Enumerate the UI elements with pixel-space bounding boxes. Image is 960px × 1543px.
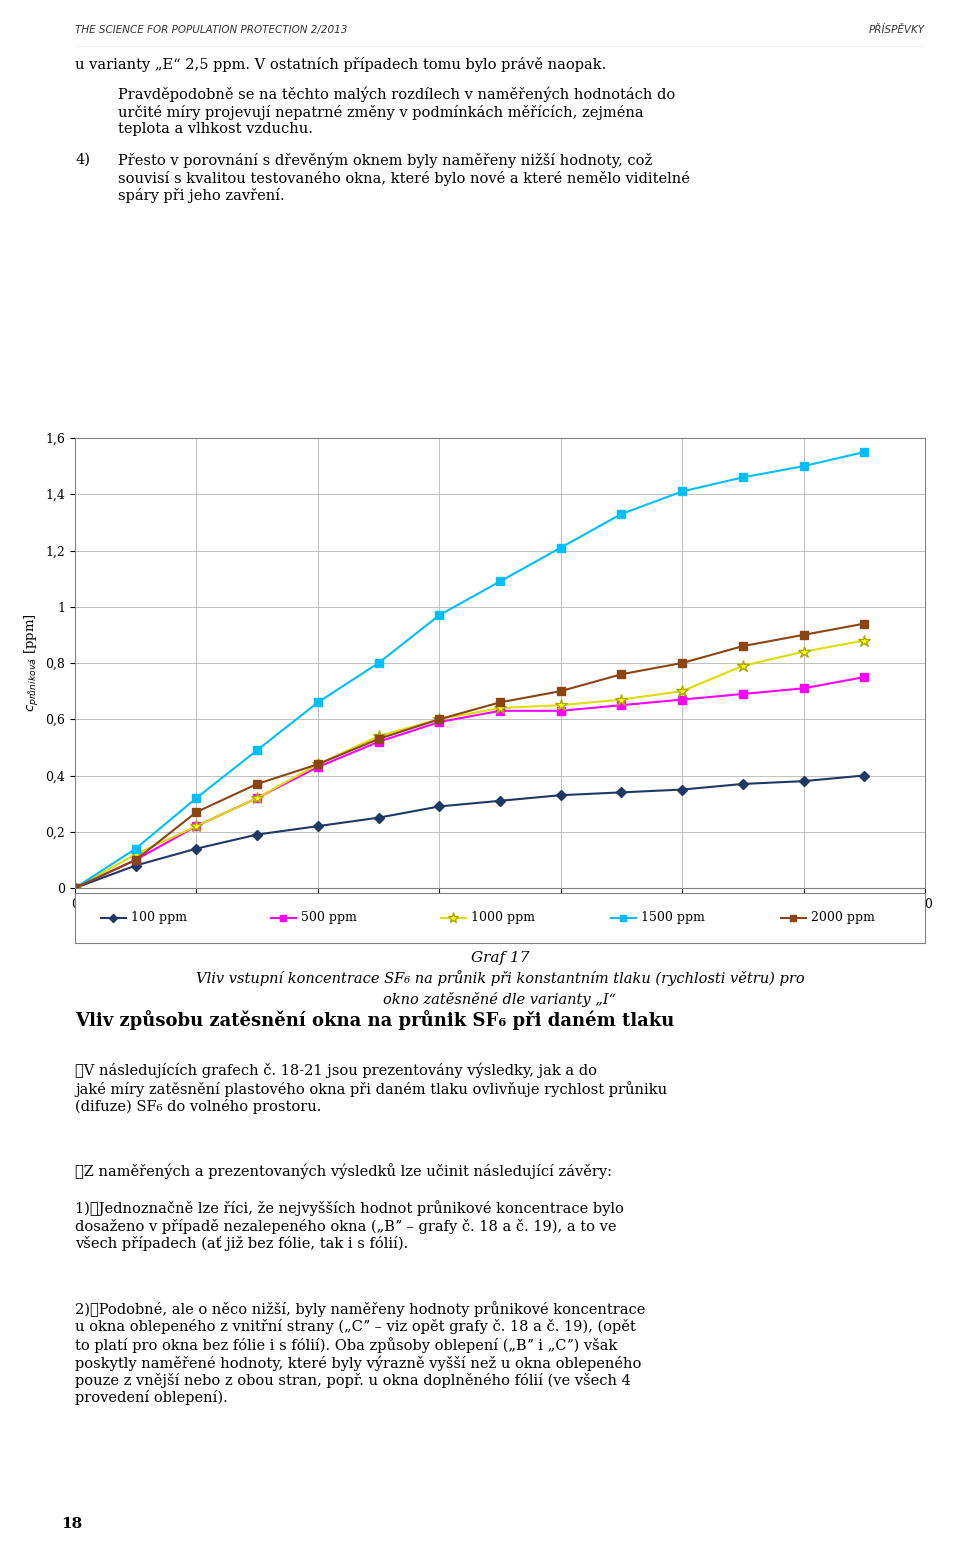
1500 ppm bbox=[252, 741, 263, 759]
1000 ppm bbox=[69, 880, 81, 898]
2000 ppm bbox=[677, 654, 688, 673]
Text: Přesto v porovnání s dřevěným oknem byly naměřeny nižší hodnoty, což
souvisí s k: Přesto v porovnání s dřevěným oknem byly… bbox=[117, 153, 689, 204]
Line: 1000 ppm: 1000 ppm bbox=[69, 634, 871, 895]
500 ppm bbox=[555, 702, 566, 721]
Line: 2000 ppm: 2000 ppm bbox=[71, 619, 869, 892]
100 ppm bbox=[615, 784, 627, 802]
Text: 2000 ppm: 2000 ppm bbox=[811, 912, 875, 924]
Text: 100 ppm: 100 ppm bbox=[132, 912, 187, 924]
Text: 1500 ppm: 1500 ppm bbox=[641, 912, 705, 924]
Text: 500 ppm: 500 ppm bbox=[301, 912, 357, 924]
100 ppm bbox=[252, 826, 263, 844]
1500 ppm bbox=[677, 481, 688, 500]
2000 ppm bbox=[434, 710, 445, 728]
1000 ppm bbox=[494, 699, 506, 717]
1500 ppm bbox=[434, 606, 445, 625]
Text: 2)	Podobné, ale o něco nižší, byly naměřeny hodnoty průnikové koncentrace
u okna: 2) Podobné, ale o něco nižší, byly naměř… bbox=[75, 1301, 645, 1406]
1500 ppm bbox=[555, 539, 566, 557]
Text: okno zatěsněné dle varianty „I“: okno zatěsněné dle varianty „I“ bbox=[383, 992, 616, 1008]
500 ppm bbox=[858, 668, 870, 687]
500 ppm bbox=[677, 690, 688, 708]
2000 ppm bbox=[312, 755, 324, 773]
2000 ppm bbox=[615, 665, 627, 684]
Text: THE SCIENCE FOR POPULATION PROTECTION 2/2013: THE SCIENCE FOR POPULATION PROTECTION 2/… bbox=[75, 25, 348, 35]
1500 ppm bbox=[494, 572, 506, 591]
1500 ppm bbox=[858, 443, 870, 461]
100 ppm bbox=[69, 880, 81, 898]
1000 ppm bbox=[798, 642, 809, 660]
500 ppm bbox=[130, 850, 141, 869]
Line: 100 ppm: 100 ppm bbox=[72, 772, 868, 892]
Text: 1000 ppm: 1000 ppm bbox=[471, 912, 535, 924]
Text: 1)	Jednoznačně lze říci, že nejvyšších hodnot průnikové koncentrace bylo
dosažen: 1) Jednoznačně lze říci, že nejvyšších h… bbox=[75, 1200, 624, 1251]
X-axis label: t [min]: t [min] bbox=[476, 915, 524, 929]
Text: 4): 4) bbox=[75, 153, 90, 167]
1500 ppm bbox=[312, 693, 324, 711]
2000 ppm bbox=[555, 682, 566, 701]
100 ppm bbox=[677, 781, 688, 799]
500 ppm bbox=[798, 679, 809, 697]
Text: Vliv vstupní koncentrace SF₆ na průnik při konstantním tlaku (rychlosti větru) p: Vliv vstupní koncentrace SF₆ na průnik p… bbox=[196, 971, 804, 986]
1000 ppm bbox=[434, 710, 445, 728]
500 ppm bbox=[372, 733, 384, 751]
2000 ppm bbox=[130, 850, 141, 869]
1500 ppm bbox=[798, 457, 809, 475]
1000 ppm bbox=[677, 682, 688, 701]
1500 ppm bbox=[69, 880, 81, 898]
100 ppm bbox=[191, 839, 203, 858]
1000 ppm bbox=[312, 755, 324, 773]
1000 ppm bbox=[555, 696, 566, 714]
2000 ppm bbox=[737, 637, 749, 656]
500 ppm bbox=[434, 713, 445, 731]
1500 ppm bbox=[615, 505, 627, 523]
100 ppm bbox=[858, 767, 870, 785]
100 ppm bbox=[798, 772, 809, 790]
2000 ppm bbox=[252, 775, 263, 793]
Text: Z naměřených a prezentovaných výsledků lze učinit následující závěry:: Z naměřených a prezentovaných výsledků l… bbox=[75, 1163, 612, 1179]
Line: 500 ppm: 500 ppm bbox=[71, 673, 869, 892]
Text: Vliv způsobu zatěsnění okna na průnik SF₆ při daném tlaku: Vliv způsobu zatěsnění okna na průnik SF… bbox=[75, 1011, 674, 1031]
2000 ppm bbox=[191, 802, 203, 821]
1000 ppm bbox=[858, 631, 870, 650]
100 ppm bbox=[737, 775, 749, 793]
1500 ppm bbox=[737, 468, 749, 486]
500 ppm bbox=[615, 696, 627, 714]
1000 ppm bbox=[372, 727, 384, 745]
Y-axis label: $c_{průniková}$ [ppm]: $c_{průniková}$ [ppm] bbox=[23, 614, 41, 713]
Text: V následujících grafech č. 18-21 jsou prezentovány výsledky, jak a do
jaké míry : V následujících grafech č. 18-21 jsou pr… bbox=[75, 1063, 667, 1114]
500 ppm bbox=[494, 702, 506, 721]
500 ppm bbox=[737, 685, 749, 704]
1000 ppm bbox=[191, 816, 203, 835]
1500 ppm bbox=[372, 654, 384, 673]
100 ppm bbox=[494, 792, 506, 810]
100 ppm bbox=[372, 809, 384, 827]
2000 ppm bbox=[858, 614, 870, 633]
1000 ppm bbox=[130, 846, 141, 864]
Line: 1500 ppm: 1500 ppm bbox=[71, 447, 869, 892]
1000 ppm bbox=[737, 657, 749, 676]
100 ppm bbox=[312, 816, 324, 835]
Text: Graf 17: Graf 17 bbox=[470, 950, 529, 964]
100 ppm bbox=[555, 785, 566, 804]
2000 ppm bbox=[494, 693, 506, 711]
1000 ppm bbox=[252, 788, 263, 807]
500 ppm bbox=[191, 816, 203, 835]
2000 ppm bbox=[372, 730, 384, 748]
2000 ppm bbox=[69, 880, 81, 898]
1500 ppm bbox=[130, 839, 141, 858]
1000 ppm bbox=[615, 690, 627, 708]
Text: PŘÍSPĚVKY: PŘÍSPĚVKY bbox=[869, 25, 925, 35]
1500 ppm bbox=[191, 788, 203, 807]
100 ppm bbox=[434, 798, 445, 816]
Text: 18: 18 bbox=[61, 1517, 83, 1531]
Text: Pravděpodobně se na těchto malých rozdílech v naměřených hodnotách do
určité mír: Pravděpodobně se na těchto malých rozdíl… bbox=[117, 86, 675, 136]
500 ppm bbox=[252, 788, 263, 807]
2000 ppm bbox=[798, 625, 809, 643]
500 ppm bbox=[69, 880, 81, 898]
Text: u varianty „E“ 2,5 ppm. V ostatních případech tomu bylo právě naopak.: u varianty „E“ 2,5 ppm. V ostatních příp… bbox=[75, 57, 607, 73]
500 ppm bbox=[312, 758, 324, 776]
100 ppm bbox=[130, 856, 141, 875]
